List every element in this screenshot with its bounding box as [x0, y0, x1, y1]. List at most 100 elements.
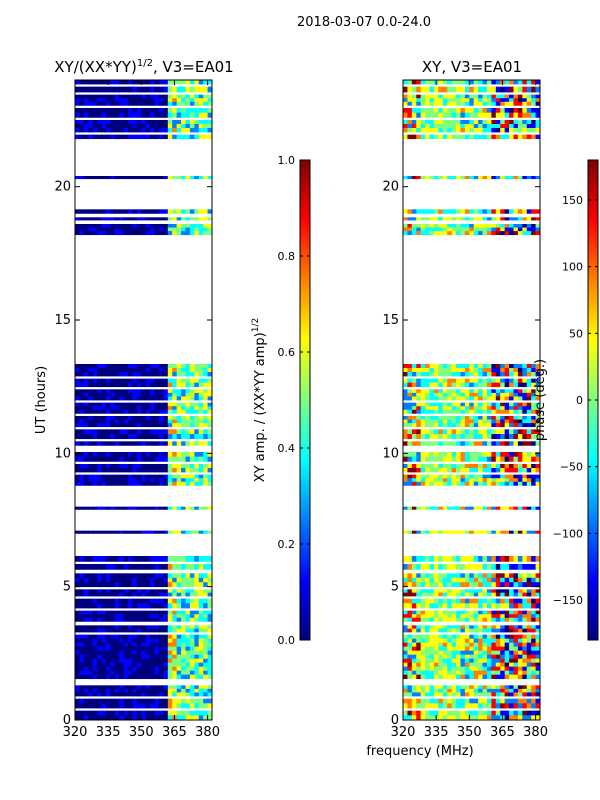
- phase-cell: [526, 406, 532, 411]
- phase-cell: [416, 478, 422, 483]
- amp-cell: [141, 688, 147, 693]
- phase-cell: [513, 556, 519, 562]
- amp-cell: [207, 698, 212, 704]
- phase-cell: [473, 642, 479, 648]
- amp-cell: [83, 589, 89, 594]
- phase-cell: [486, 703, 492, 709]
- phase-cell: [473, 409, 479, 414]
- amp-cell: [136, 478, 142, 483]
- phase-cell: [464, 506, 470, 510]
- phase-cell: [482, 98, 488, 103]
- amp-cell: [176, 409, 182, 414]
- phase-cell: [420, 101, 426, 106]
- amp-cell: [92, 564, 98, 570]
- amp-cell: [123, 389, 129, 394]
- phase-cell: [447, 434, 453, 440]
- phase-cell: [460, 674, 466, 680]
- amp-cell: [114, 638, 120, 644]
- amp-cell: [128, 416, 133, 420]
- phase-cell: [495, 120, 501, 125]
- phase-cell: [504, 530, 510, 534]
- amp-cell: [167, 628, 173, 633]
- amp-cell: [145, 468, 151, 473]
- amp-cell: [101, 674, 107, 680]
- phase-cell: [425, 715, 431, 720]
- phase-cell: [429, 464, 435, 469]
- phase-cell: [531, 389, 537, 394]
- amp-cell: [79, 474, 85, 479]
- amp-cell: [163, 416, 169, 420]
- amp-cell: [176, 108, 182, 114]
- phase-cell: [456, 464, 461, 469]
- amp-cell: [136, 409, 142, 414]
- amp-cell: [150, 692, 156, 697]
- phase-cell: [420, 429, 426, 435]
- phase-cell: [456, 592, 461, 597]
- phase-cell: [407, 481, 413, 486]
- amp-cell: [123, 80, 129, 85]
- amp-cell: [101, 419, 107, 424]
- amp-cell: [105, 703, 111, 709]
- amp-cell: [181, 658, 186, 664]
- amp-cell: [154, 670, 160, 676]
- amp-cell: [198, 603, 204, 609]
- amp-cell: [105, 456, 111, 462]
- phase-cell: [407, 86, 413, 93]
- amp-cell: [189, 662, 195, 668]
- phase-cell: [504, 654, 510, 660]
- amp-cell: [198, 650, 204, 656]
- amp-cell: [119, 134, 125, 140]
- phase-cell: [429, 638, 435, 644]
- amp-cell: [132, 429, 138, 435]
- colorbar-tick-label: 50: [569, 327, 583, 340]
- phase-cell: [486, 592, 492, 597]
- amp-cell: [207, 176, 212, 180]
- phase-cell: [420, 406, 426, 411]
- phase-cell: [447, 614, 453, 619]
- phase-cell: [504, 94, 510, 99]
- phase-cell: [495, 419, 501, 424]
- amp-cell: [110, 692, 116, 697]
- amp-cell: [158, 674, 164, 680]
- amp-cell: [172, 481, 178, 486]
- phase-cell: [495, 456, 501, 462]
- amp-cell: [92, 464, 98, 469]
- phase-cell: [403, 368, 408, 373]
- phase-cell: [473, 478, 479, 483]
- amp-cell: [119, 396, 125, 401]
- phase-cell: [504, 378, 510, 384]
- phase-cell: [456, 227, 461, 232]
- amp-cell: [136, 396, 142, 401]
- phase-cell: [522, 423, 528, 428]
- amp-cell: [158, 112, 164, 118]
- phase-cell: [469, 692, 475, 697]
- phase-cell: [495, 416, 501, 420]
- phase-cell: [535, 662, 540, 668]
- phase-cell: [522, 120, 528, 125]
- amp-cell: [185, 378, 191, 384]
- phase-cell: [482, 610, 488, 615]
- phase-cell: [407, 94, 413, 99]
- amp-cell: [203, 464, 209, 469]
- amp-cell: [92, 685, 98, 690]
- phase-cell: [513, 468, 519, 473]
- amp-cell: [163, 209, 169, 214]
- phase-cell: [535, 364, 540, 369]
- phase-cell: [535, 217, 540, 221]
- amp-cell: [176, 474, 182, 479]
- phase-cell: [535, 666, 540, 672]
- phase-cell: [482, 134, 488, 140]
- amp-cell: [176, 98, 182, 103]
- amp-cell: [154, 423, 160, 428]
- amp-cell: [194, 382, 200, 388]
- amp-cell: [92, 698, 98, 704]
- phase-cell: [420, 603, 426, 609]
- phase-cell: [486, 101, 492, 106]
- amp-cell: [163, 658, 169, 664]
- amp-cell: [83, 577, 89, 583]
- amp-cell: [110, 124, 116, 129]
- amp-cell: [110, 703, 116, 709]
- phase-cell: [526, 634, 532, 640]
- amp-cell: [136, 468, 142, 473]
- amp-cell: [92, 610, 98, 615]
